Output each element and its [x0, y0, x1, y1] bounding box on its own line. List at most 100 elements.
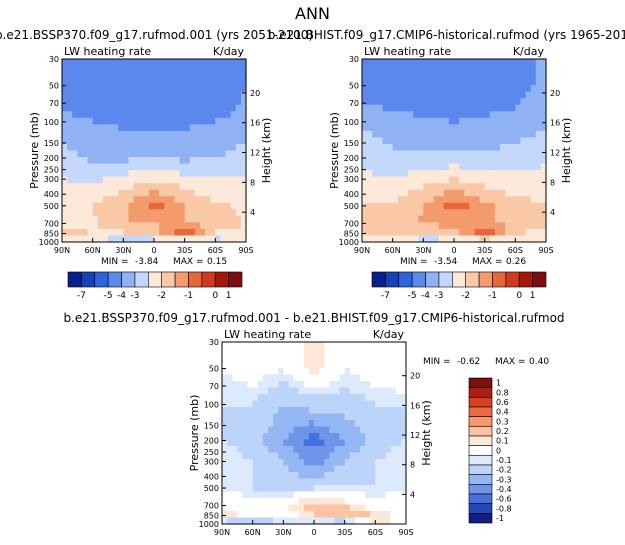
field-cell	[128, 209, 135, 217]
field-cell	[247, 407, 254, 415]
field-cell	[227, 446, 233, 454]
field-cell	[454, 209, 460, 217]
field-cell	[540, 189, 547, 197]
field-cell	[303, 498, 310, 506]
field-cell	[360, 485, 366, 493]
field-cell	[220, 163, 227, 171]
field-cell	[283, 517, 290, 525]
field-cell	[397, 170, 404, 178]
field-cell	[200, 170, 206, 178]
field-cell	[489, 98, 496, 106]
field-cell	[97, 235, 104, 243]
field-cell	[288, 472, 295, 480]
colorbar-box	[67, 271, 82, 288]
field-cell	[227, 426, 233, 434]
field-cell	[200, 104, 206, 112]
field-cell	[210, 163, 216, 171]
field-cell	[143, 176, 150, 184]
field-cell	[227, 348, 233, 356]
field-cell	[375, 387, 382, 395]
field-cell	[314, 504, 320, 512]
field-cell	[118, 163, 124, 171]
field-cell	[397, 228, 404, 237]
field-cell	[500, 65, 506, 73]
field-cell	[365, 517, 371, 525]
field-cell	[382, 202, 389, 210]
field-cell	[484, 91, 491, 99]
field-cell	[133, 202, 140, 210]
field-cell	[108, 130, 114, 139]
field-cell	[232, 498, 238, 506]
field-cell	[443, 189, 450, 197]
field-cell	[154, 85, 160, 93]
field-cell	[174, 170, 181, 178]
field-cell	[535, 143, 542, 152]
field-cell	[174, 215, 181, 223]
field-cell	[408, 91, 414, 99]
field-cell	[227, 400, 233, 408]
field-cell	[273, 446, 279, 454]
field-cell	[367, 196, 373, 204]
field-cell	[268, 381, 274, 389]
field-cell	[123, 196, 130, 204]
field-cell	[469, 117, 476, 125]
field-cell	[232, 504, 238, 512]
field-cell	[123, 59, 130, 67]
field-cell	[387, 202, 394, 210]
field-cell	[138, 104, 145, 112]
field-cell	[397, 65, 404, 73]
field-cell	[268, 472, 274, 480]
field-cell	[222, 387, 228, 395]
field-cell	[390, 433, 397, 441]
field-cell	[535, 209, 542, 217]
field-cell	[448, 59, 455, 67]
field-cell	[428, 235, 435, 243]
field-cell	[164, 228, 170, 237]
field-cell	[505, 104, 511, 112]
field-cell	[303, 355, 310, 363]
field-cell	[123, 137, 130, 145]
field-cell	[225, 163, 232, 171]
field-cell	[237, 491, 244, 499]
field-cell	[159, 98, 165, 106]
field-cell	[303, 517, 310, 525]
field-cell	[377, 111, 384, 119]
field-cell	[354, 381, 361, 389]
field-cell	[169, 143, 176, 152]
field-cell	[108, 157, 114, 165]
field-cell	[303, 478, 310, 486]
field-cell	[235, 170, 242, 178]
field-cell	[479, 157, 486, 165]
field-cell	[210, 124, 216, 132]
field-cell	[484, 124, 491, 132]
field-cell	[225, 98, 232, 106]
field-cell	[230, 209, 237, 217]
colorbar-box	[468, 416, 493, 427]
field-cell	[400, 465, 407, 473]
field-cell	[154, 143, 160, 152]
field-cell	[339, 504, 346, 512]
field-cell	[469, 170, 476, 178]
field-cell	[303, 420, 310, 428]
field-cell	[247, 387, 254, 395]
field-cell	[215, 209, 222, 217]
field-cell	[222, 472, 228, 480]
field-cell	[367, 209, 373, 217]
field-cell	[370, 511, 376, 519]
field-cell	[82, 209, 89, 217]
field-cell	[242, 355, 249, 363]
field-cell	[454, 235, 460, 243]
field-cell	[365, 381, 371, 389]
field-cell	[500, 202, 506, 210]
field-cell	[205, 85, 211, 93]
field-cell	[464, 215, 470, 223]
field-cell	[520, 176, 527, 184]
field-cell	[62, 209, 68, 217]
field-cell	[520, 85, 527, 93]
field-cell	[118, 150, 124, 158]
field-cell	[273, 478, 279, 486]
field-cell	[257, 498, 264, 506]
field-cell	[510, 65, 516, 73]
field-cell	[385, 368, 392, 376]
field-cell	[377, 183, 384, 191]
